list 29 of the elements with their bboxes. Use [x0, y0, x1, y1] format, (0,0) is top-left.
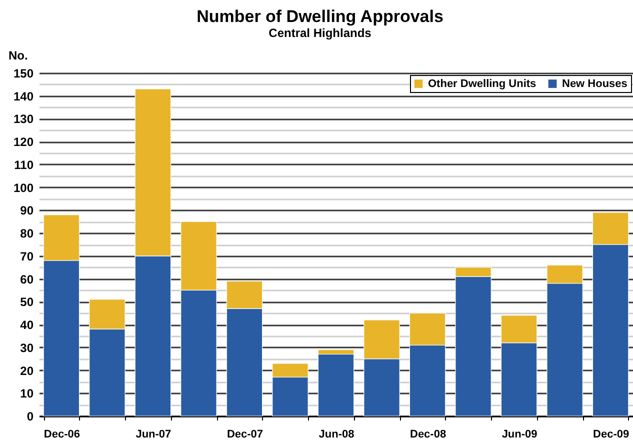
y-tick-label: 120: [13, 135, 34, 150]
x-tick-label: Dec-09: [593, 428, 630, 440]
y-tick-label: 110: [14, 158, 34, 172]
y-tick-label: 140: [13, 89, 34, 104]
x-tick-label: Jun-07: [136, 428, 172, 440]
chart-subtitle: Central Highlands: [268, 26, 372, 40]
x-tick-label: Dec-08: [410, 428, 446, 440]
x-tick-label: Dec-07: [226, 428, 264, 440]
y-tick-label: 80: [20, 226, 34, 241]
legend-label: Other Dwelling Units: [428, 78, 536, 90]
x-tick-label: Jun-08: [318, 428, 354, 440]
y-tick-label: 70: [20, 249, 34, 264]
chart-title: Number of Dwelling Approvals: [196, 7, 444, 26]
y-tick-label: 60: [20, 272, 34, 286]
x-tick-label: Dec-06: [44, 428, 80, 440]
y-tick-label: 100: [13, 180, 34, 195]
y-tick-label: 0: [26, 410, 34, 424]
y-tick-label: 90: [20, 204, 34, 218]
y-tick-label: 50: [20, 295, 34, 310]
x-tick-label: Jun-09: [502, 428, 538, 440]
bar: [318, 354, 354, 416]
y-tick-label: 20: [20, 364, 34, 378]
y-tick-label: 40: [20, 318, 34, 332]
y-tick-label: 130: [13, 112, 34, 126]
y-tick-label: 30: [20, 340, 34, 355]
y-tick-label: 10: [20, 386, 34, 401]
y-axis-title: No.: [8, 48, 28, 62]
y-tick-label: 150: [13, 66, 34, 80]
legend-label: New Houses: [562, 78, 628, 90]
